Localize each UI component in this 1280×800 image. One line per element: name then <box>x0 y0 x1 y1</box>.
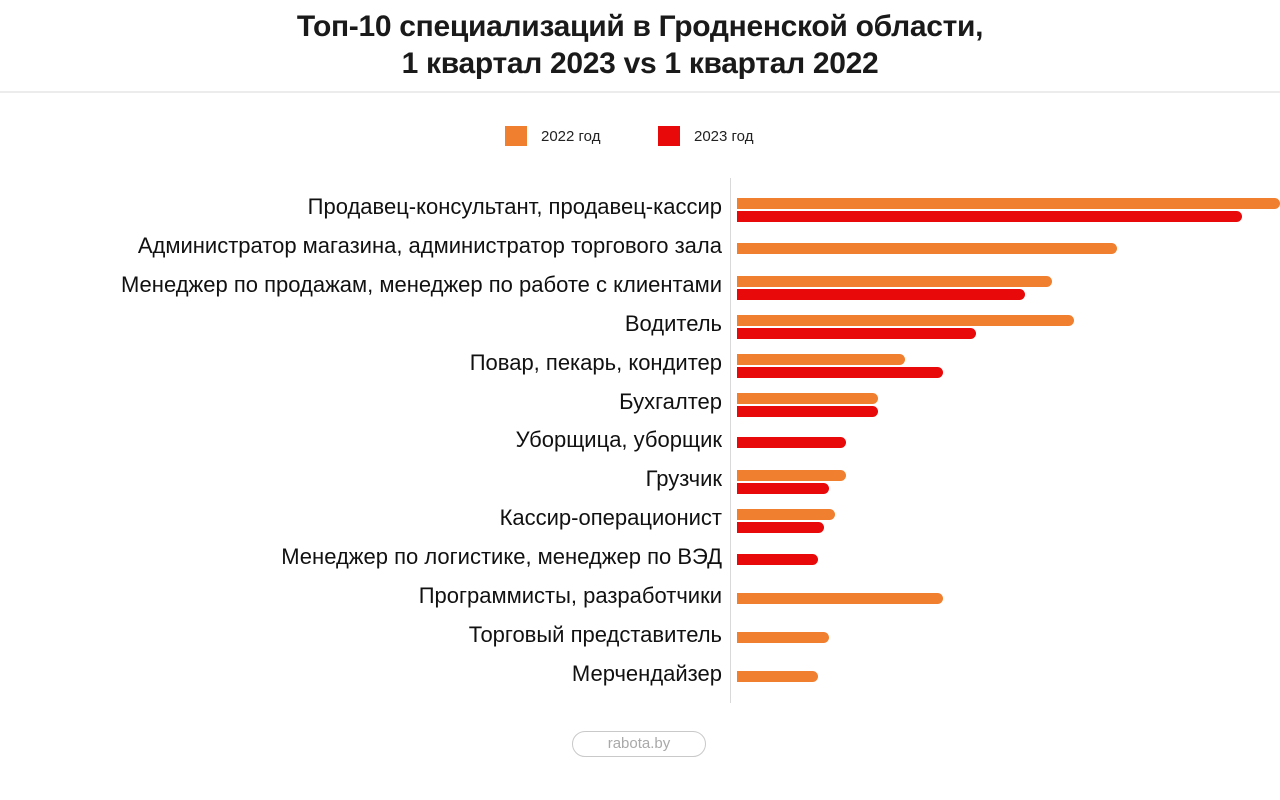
category-label: Водитель <box>624 310 722 336</box>
category-label: Бухгалтер <box>619 388 722 414</box>
bar-2023 <box>737 288 1025 300</box>
chart-title: Топ-10 специализаций в Гродненской облас… <box>0 8 1280 82</box>
category-label: Повар, пекарь, кондитер <box>469 349 722 375</box>
category-label: Грузчик <box>645 466 722 492</box>
bar-2022 <box>737 470 846 482</box>
category-label: Администратор магазина, администратор то… <box>137 232 722 258</box>
bar-2022 <box>737 631 829 643</box>
bar-2023 <box>737 437 846 449</box>
bar-2022 <box>737 353 905 365</box>
bar-2023 <box>737 327 976 339</box>
bar-2023 <box>737 405 878 417</box>
category-label: Торговый представитель <box>468 621 722 647</box>
category-label: Мерчендайзер <box>571 660 722 686</box>
bar-2022 <box>737 314 1074 326</box>
legend-item-2022: 2022 год <box>505 125 600 147</box>
chart-title-line-1: Топ-10 специализаций в Гродненской облас… <box>296 10 984 43</box>
bar-2022 <box>737 198 1280 209</box>
legend: 2022 год 2023 год <box>0 125 1280 147</box>
bar-2022 <box>737 593 943 604</box>
bar-2022 <box>737 509 835 521</box>
bar-2022 <box>737 275 1052 287</box>
bar-2022 <box>737 392 878 404</box>
bar-2022 <box>737 242 1117 254</box>
legend-label-2022: 2022 год <box>541 127 601 145</box>
bar-2023 <box>737 366 943 378</box>
bar-2022 <box>737 670 818 682</box>
category-label: Менеджер по логистике, менеджер по ВЭД <box>281 544 722 570</box>
category-label: Программисты, разработчики <box>418 583 722 608</box>
chart-title-line-2: 1 квартал 2023 vs 1 квартал 2022 <box>401 47 879 80</box>
category-label: Менеджер по продажам, менеджер по работе… <box>120 271 722 297</box>
bar-2023 <box>737 554 818 566</box>
bar-2023 <box>737 522 824 534</box>
title-divider <box>0 91 1280 93</box>
legend-swatch-2022 <box>505 126 527 146</box>
source-badge: rabota.by <box>572 731 706 757</box>
legend-item-2023: 2023 год <box>658 125 753 147</box>
bar-2023 <box>737 483 829 495</box>
category-label: Уборщица, уборщик <box>515 427 722 453</box>
category-label: Кассир-операционист <box>499 505 722 531</box>
legend-label-2023: 2023 год <box>694 127 754 145</box>
category-axis-line <box>730 178 731 703</box>
bar-2023 <box>737 211 1242 222</box>
legend-swatch-2023 <box>658 126 680 146</box>
category-label: Продавец-консультант, продавец-кассир <box>307 194 722 219</box>
